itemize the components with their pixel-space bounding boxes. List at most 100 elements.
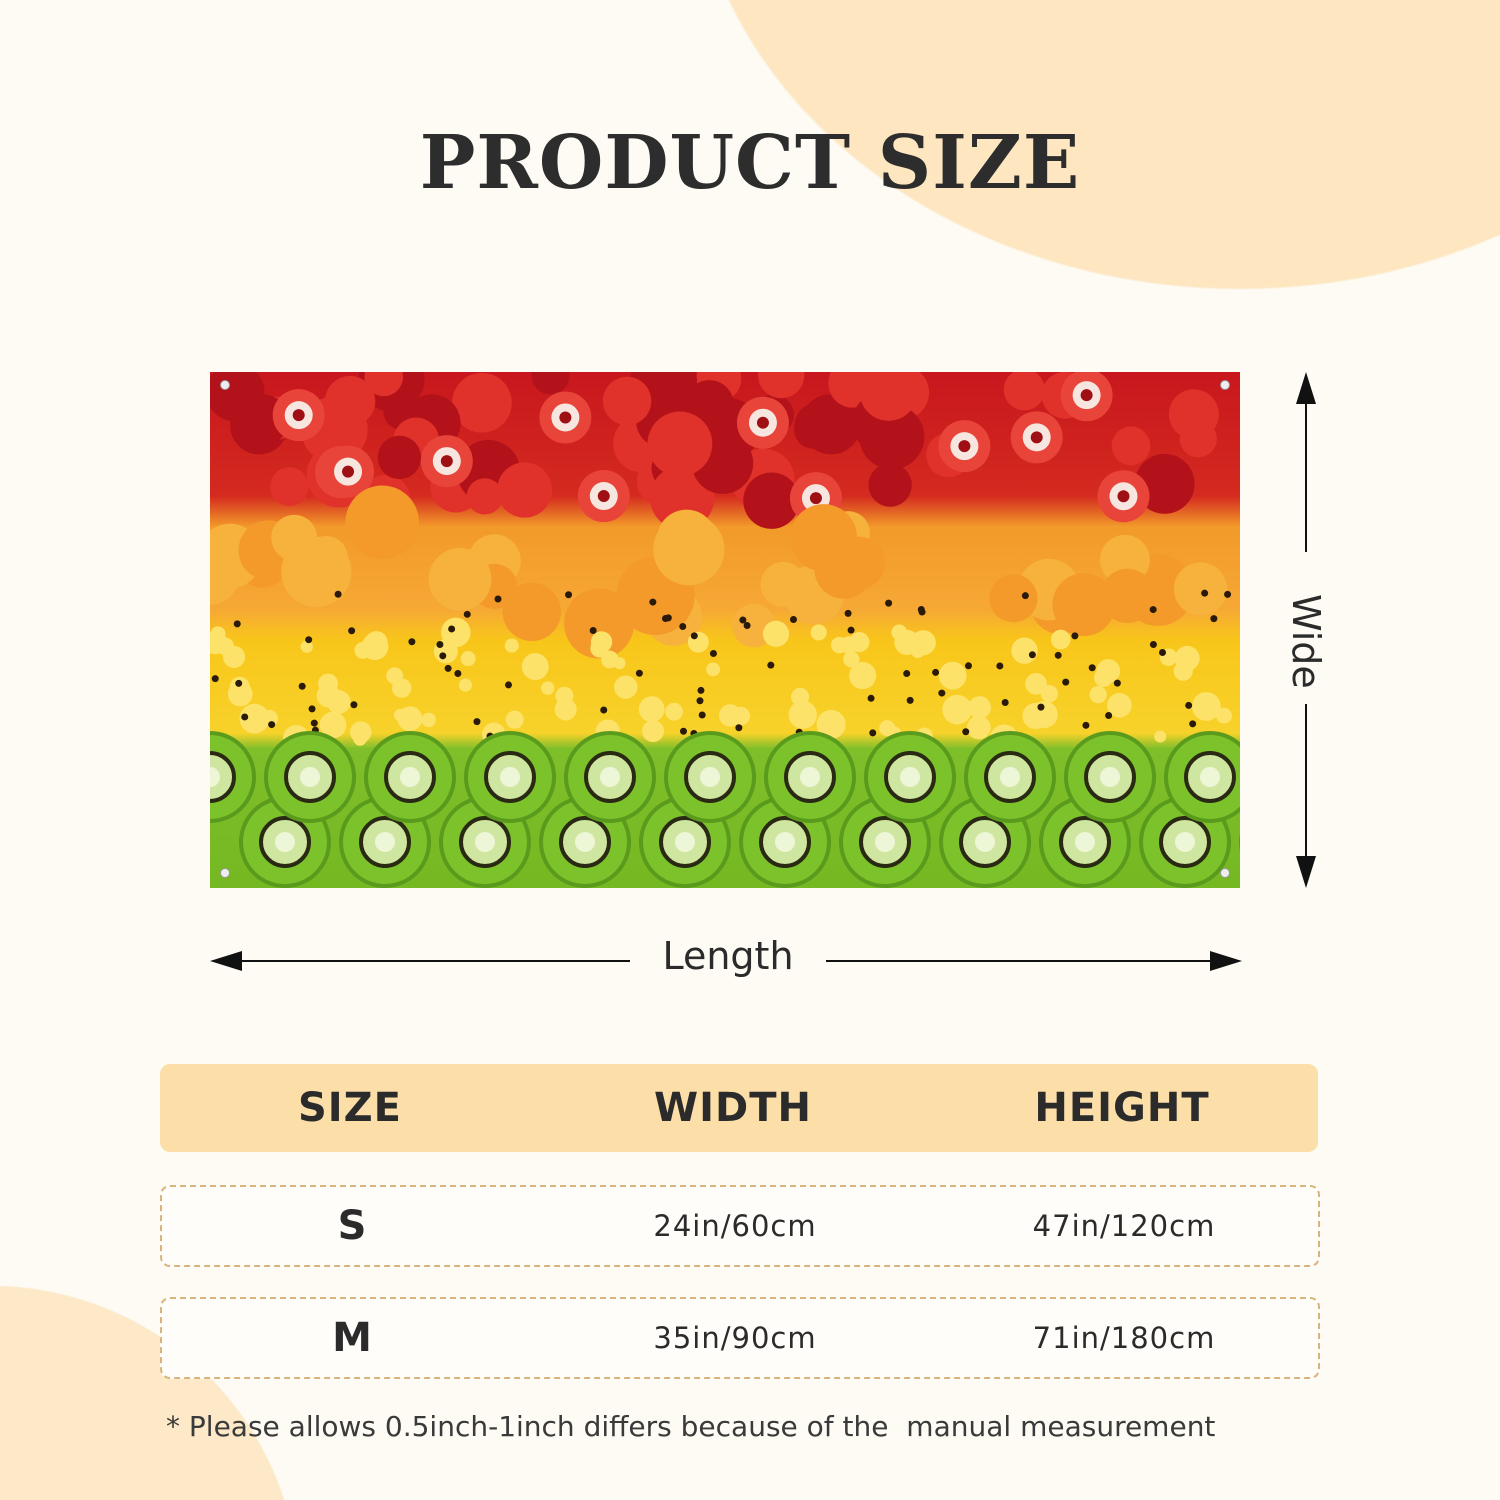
fruit-mark xyxy=(210,767,220,787)
fruit-mark xyxy=(521,653,549,681)
fruit-mark xyxy=(697,686,705,694)
table-row: S 24in/60cm 47in/120cm xyxy=(160,1185,1320,1267)
fruit-mark xyxy=(375,832,395,852)
fruit-mark xyxy=(1113,679,1121,687)
fruit-mark xyxy=(1088,664,1096,672)
fruit-mark xyxy=(1050,629,1071,650)
fruit-mark xyxy=(1022,702,1049,730)
fruit-mark xyxy=(227,681,253,707)
fruit-mark xyxy=(300,767,320,787)
fruit-mark xyxy=(709,649,717,657)
arrow-right-icon xyxy=(1210,951,1242,971)
fruit-mark xyxy=(847,626,855,634)
fruit-mark xyxy=(1025,673,1047,695)
fruit-mark xyxy=(496,462,553,518)
fruit-mark xyxy=(310,719,318,727)
arrow-line xyxy=(238,960,630,962)
fruit-mark xyxy=(900,767,920,787)
fruit-mark xyxy=(675,832,695,852)
fruit-mark xyxy=(810,624,827,641)
fruit-mark xyxy=(466,478,503,515)
fruit-mark xyxy=(350,701,358,709)
fruit-mark xyxy=(700,767,720,787)
fruit-mark xyxy=(463,610,471,618)
fruit-mark xyxy=(762,620,790,647)
fruit-mark xyxy=(600,706,608,714)
fruit-mark xyxy=(210,526,247,572)
fruit-mark xyxy=(739,616,747,624)
fruit-mark xyxy=(589,627,597,635)
fruit-mark xyxy=(962,728,970,736)
fruit-mark xyxy=(996,662,1004,670)
fruit-mark xyxy=(756,416,769,429)
fruit-mark xyxy=(239,703,270,734)
fruit-mark xyxy=(1173,562,1228,616)
fruit-mark xyxy=(1003,372,1045,411)
fruit-mark xyxy=(600,767,620,787)
arrow-line xyxy=(1305,400,1307,552)
fruit-mark xyxy=(436,641,444,649)
arrow-line xyxy=(826,960,1216,962)
fruit-mark xyxy=(353,732,367,746)
fruit-mark xyxy=(428,548,492,611)
fruit-mark xyxy=(1216,707,1232,724)
fruit-mark xyxy=(938,661,967,690)
fruit-mark xyxy=(800,767,820,787)
fruit-mark xyxy=(448,625,456,633)
fruit-mark xyxy=(1000,767,1020,787)
fruit-mark xyxy=(454,670,462,678)
fruit-mark xyxy=(1080,389,1093,402)
fruit-mark xyxy=(565,591,573,599)
fruit-mark xyxy=(531,372,570,395)
fruit-mark xyxy=(644,725,660,741)
fruit-mark xyxy=(635,669,643,677)
arrow-down-icon xyxy=(1296,856,1316,888)
fruit-mark xyxy=(1201,589,1209,597)
fruit-mark xyxy=(665,702,683,721)
fruit-mark xyxy=(1089,686,1107,704)
header-size: SIZE xyxy=(297,1085,403,1131)
fruit-mark xyxy=(1149,606,1157,614)
fruit-mark xyxy=(334,590,342,598)
fruit-mark xyxy=(1075,832,1095,852)
fruit-mark xyxy=(1030,431,1043,444)
fruit-mark xyxy=(292,409,305,422)
fruit-mark xyxy=(1117,490,1130,503)
fruit-mark xyxy=(400,767,420,787)
fruit-mark xyxy=(885,599,893,607)
fruit-mark xyxy=(590,639,609,658)
fruit-mark xyxy=(439,652,447,660)
fruit-mark xyxy=(906,696,914,704)
fruit-mark xyxy=(316,683,341,708)
fruit-mark xyxy=(1100,568,1155,624)
fruit-mark xyxy=(968,696,991,719)
fruit-mark xyxy=(1134,453,1195,514)
fruit-mark xyxy=(1111,426,1151,466)
fruit-mark xyxy=(743,472,800,529)
fruit-mark xyxy=(210,630,228,655)
fruit-mark xyxy=(298,682,306,690)
fruit-mark xyxy=(706,662,721,677)
fruit-mark xyxy=(989,574,1038,623)
fruit-mark xyxy=(849,662,877,690)
fruit-mark xyxy=(268,721,276,729)
fruit-mark xyxy=(788,700,817,729)
fruit-mark xyxy=(891,624,908,641)
fruit-mark xyxy=(1105,712,1113,720)
fruit-mark xyxy=(843,651,860,668)
fruit-mark xyxy=(440,455,453,468)
fruit-mark xyxy=(458,678,472,692)
fruit-mark xyxy=(661,615,669,623)
size-table-header: SIZE WIDTH HEIGHT xyxy=(160,1064,1318,1152)
fruit-mark xyxy=(1107,692,1132,718)
fruit-mark xyxy=(958,440,971,453)
fruit-mark xyxy=(932,668,940,676)
fruit-mark xyxy=(1052,573,1116,637)
fruit-mark xyxy=(975,832,995,852)
fruit-mark xyxy=(505,710,524,729)
fruit-mark xyxy=(735,724,743,732)
fruit-mark xyxy=(879,720,896,737)
fruit-mark xyxy=(647,411,713,477)
fruit-mark xyxy=(679,622,687,630)
fruit-mark xyxy=(460,651,476,667)
